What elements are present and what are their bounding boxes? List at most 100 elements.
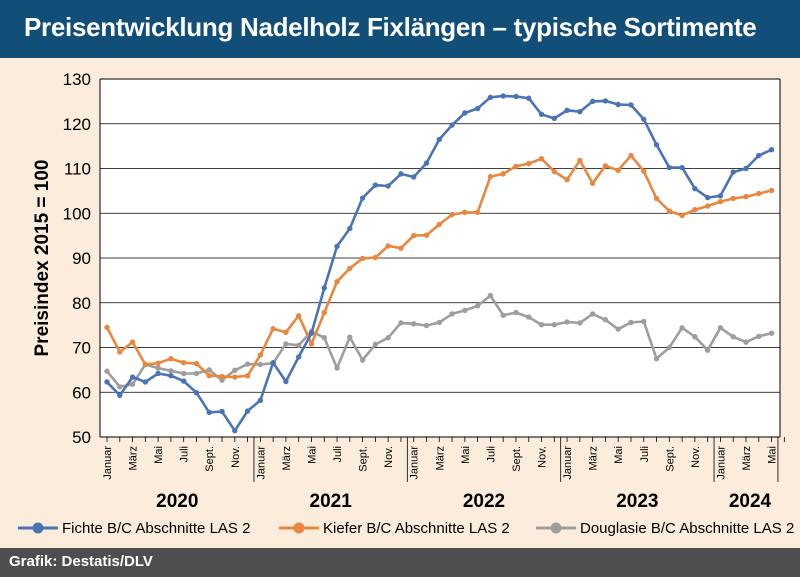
x-tick-label: Sept.: [358, 446, 370, 472]
data-point: [577, 108, 583, 115]
data-point: [551, 115, 557, 122]
year-label: 2023: [616, 491, 658, 512]
data-point: [487, 292, 494, 299]
legend-label: Kiefer B/C Abschnitte LAS 2: [323, 520, 510, 537]
x-tick-label: Januar: [562, 446, 574, 480]
data-point: [206, 409, 212, 416]
data-point: [193, 370, 200, 377]
data-point: [717, 193, 724, 199]
data-point: [334, 365, 340, 371]
data-point: [641, 116, 647, 122]
data-point: [411, 232, 417, 239]
data-point: [641, 168, 647, 174]
data-point: [717, 325, 724, 331]
year-label: 2020: [156, 491, 198, 512]
data-point: [602, 98, 609, 104]
series-kiefer: [104, 152, 775, 380]
data-point: [168, 372, 174, 379]
year-label: 2021: [310, 491, 353, 512]
data-point: [142, 379, 149, 385]
data-point: [449, 311, 455, 317]
data-point: [347, 225, 353, 232]
data-point: [526, 160, 532, 167]
data-point: [257, 361, 264, 368]
data-point: [666, 208, 673, 214]
data-point: [704, 347, 711, 353]
data-point: [257, 352, 264, 358]
data-point: [155, 360, 161, 366]
data-point: [589, 98, 596, 105]
data-point: [756, 190, 762, 197]
data-point: [666, 164, 673, 171]
data-point: [730, 334, 736, 340]
data-point: [730, 169, 736, 175]
x-tick-label: Nov.: [537, 446, 549, 468]
x-tick-label: Juli: [332, 446, 344, 463]
data-point: [334, 279, 340, 285]
data-point: [704, 194, 711, 201]
data-point: [436, 221, 442, 228]
data-point: [768, 330, 775, 336]
x-tick-label: Mai: [613, 446, 625, 464]
data-point: [474, 105, 481, 112]
data-point: [398, 245, 404, 251]
data-point: [180, 378, 187, 384]
data-point: [589, 180, 596, 186]
data-point: [602, 317, 609, 323]
legend-marker: [293, 522, 305, 534]
data-point: [193, 360, 200, 367]
x-tick-label: Mai: [767, 446, 779, 464]
x-tick-label: Sept.: [204, 446, 216, 472]
data-point: [321, 285, 327, 291]
data-point: [308, 330, 315, 336]
data-point: [474, 209, 481, 216]
y-tick-label: 110: [64, 160, 91, 179]
data-point: [180, 370, 187, 377]
y-tick-label: 120: [63, 115, 91, 134]
data-point: [321, 309, 327, 316]
x-tick-label: Mai: [153, 446, 165, 464]
data-point: [232, 428, 238, 434]
data-point: [500, 312, 506, 318]
data-point: [513, 93, 519, 100]
data-point: [168, 368, 174, 374]
data-point: [564, 107, 570, 114]
line-chart: 50 60 70 80 90 100 110 120 130 Januar März Mai Juli…: [18, 70, 794, 537]
data-point: [385, 243, 391, 249]
data-point: [538, 155, 545, 162]
data-point: [526, 314, 532, 320]
data-point: [692, 334, 698, 340]
data-point: [334, 243, 340, 250]
data-point: [117, 392, 123, 399]
data-point: [679, 325, 685, 331]
data-point: [270, 360, 276, 366]
data-point: [142, 361, 149, 368]
data-point: [180, 360, 187, 366]
data-point: [283, 329, 289, 335]
data-point: [296, 354, 302, 360]
data-point: [257, 397, 264, 404]
data-point: [244, 361, 251, 367]
legend-label: Fichte B/C Abschnitte LAS 2: [62, 520, 250, 537]
data-point: [129, 381, 136, 387]
data-point: [359, 357, 366, 363]
x-tick-label: März: [128, 446, 140, 470]
data-point: [513, 163, 519, 169]
x-tick-label: März: [588, 446, 600, 470]
y-tick-label: 70: [72, 339, 91, 358]
data-point: [168, 355, 174, 362]
data-point: [423, 322, 430, 329]
data-point: [449, 122, 455, 128]
source-credit: Grafik: Destatis/DLV: [9, 553, 153, 570]
data-point: [296, 342, 302, 348]
data-point: [385, 183, 391, 189]
data-point: [359, 195, 366, 201]
data-point: [385, 334, 391, 341]
data-point: [628, 102, 634, 108]
data-point: [359, 255, 366, 262]
data-point: [462, 110, 468, 116]
data-point: [206, 372, 212, 379]
data-point: [423, 232, 430, 238]
data-point: [462, 209, 468, 216]
data-point: [615, 326, 621, 332]
